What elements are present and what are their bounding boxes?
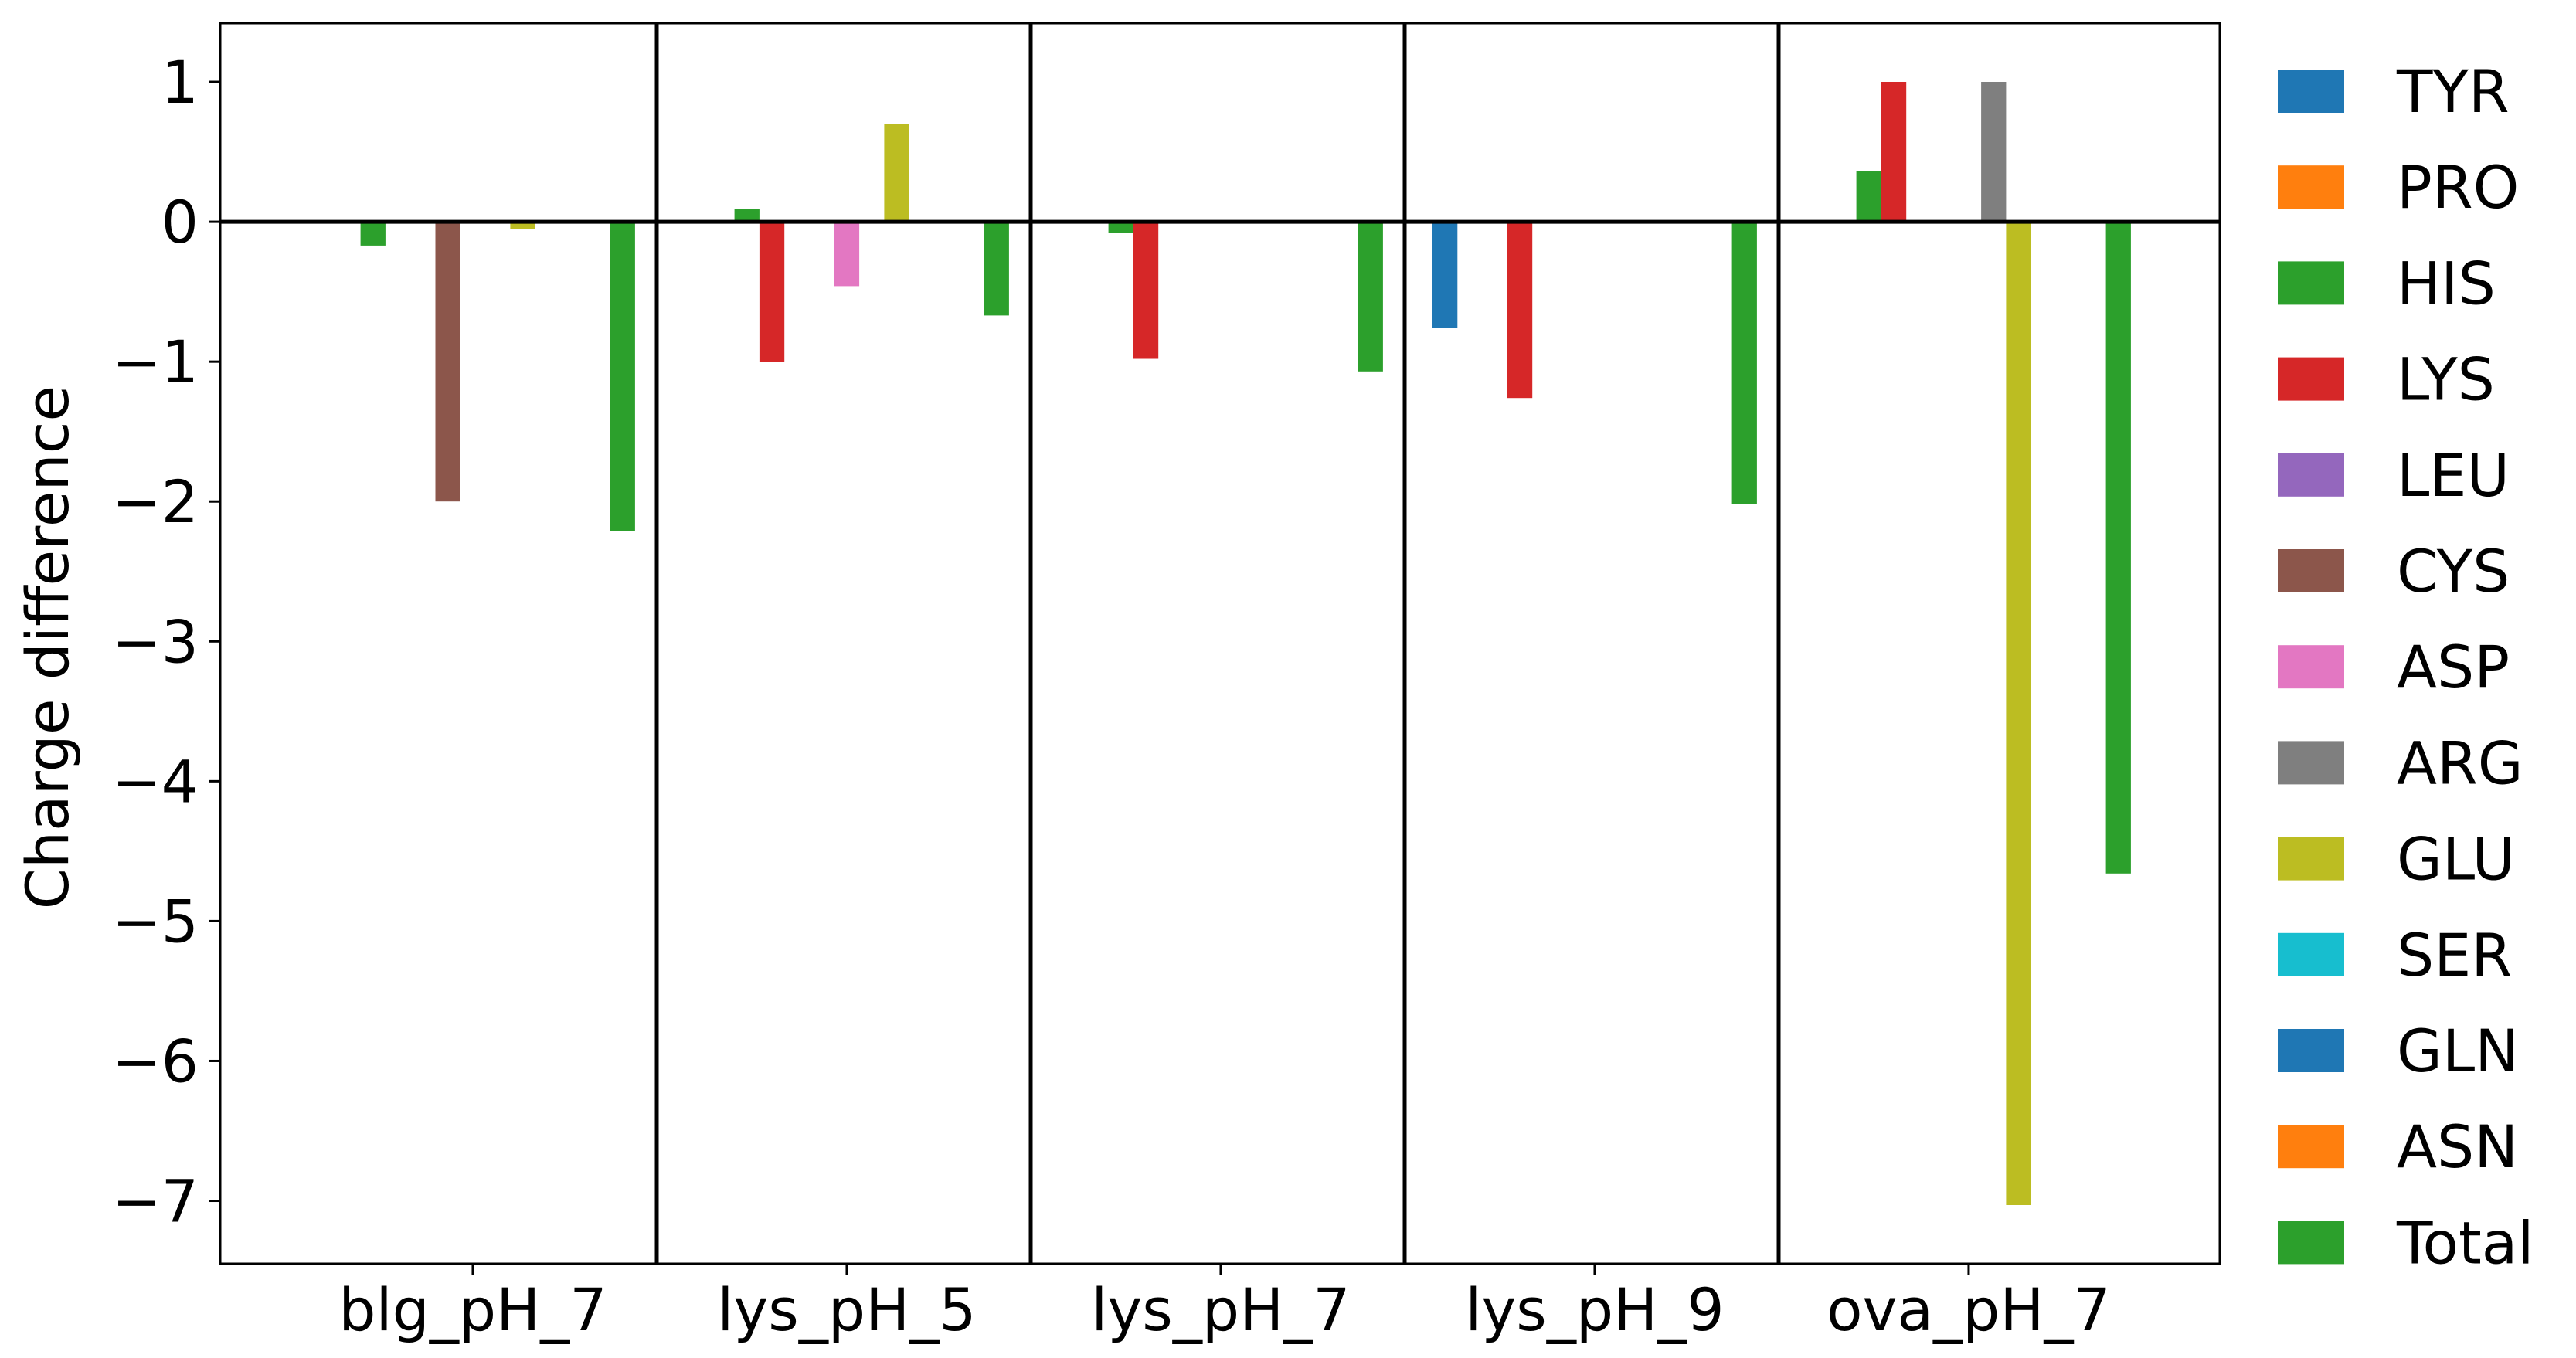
legend-label-gln: GLN bbox=[2397, 1017, 2519, 1085]
bar-glu-ova-ph-7 bbox=[2006, 222, 2031, 1206]
legend-swatch-tyr bbox=[2278, 70, 2344, 113]
bar-glu-lys-ph-5 bbox=[884, 124, 909, 222]
bar-lys-lys-ph-9 bbox=[1507, 222, 1533, 399]
y-tick-label: −5 bbox=[112, 887, 199, 956]
legend-swatch-cys bbox=[2278, 549, 2344, 592]
bar-his-lys-ph-5 bbox=[734, 209, 760, 222]
legend-label-ser: SER bbox=[2397, 921, 2512, 990]
legend-label-cys: CYS bbox=[2397, 537, 2510, 606]
y-tick-label: −2 bbox=[112, 467, 199, 536]
legend-label-his: HIS bbox=[2397, 249, 2496, 317]
legend: TYR PRO HIS LYS LEU CYS ASP ARG GLU SER GLN ASN Tota… bbox=[2278, 57, 2534, 1277]
legend-label-tyr: TYR bbox=[2396, 57, 2510, 126]
legend-swatch-asn bbox=[2278, 1125, 2344, 1169]
bar-arg-ova-ph-7 bbox=[1981, 82, 2007, 222]
legend-label-lys: LYS bbox=[2397, 345, 2495, 414]
legend-swatch-lys bbox=[2278, 357, 2344, 401]
bar-asp-lys-ph-5 bbox=[834, 222, 860, 287]
x-tick-label: lys_pH_7 bbox=[1091, 1275, 1350, 1344]
y-axis-label: Charge difference bbox=[13, 385, 82, 909]
legend-swatch-arg bbox=[2278, 741, 2344, 785]
bar-lys-lys-ph-5 bbox=[759, 222, 785, 362]
bar-his-blg-ph-7 bbox=[360, 222, 386, 246]
y-tick-label: −1 bbox=[112, 328, 199, 396]
tick-labels: 1 0 −1 −2 −3 −4 −5 −6 −7 blg_pH_7 lys_pH_5 lys_pH_7… bbox=[112, 48, 2111, 1344]
bar-his-ova-ph-7 bbox=[1856, 171, 1881, 222]
legend-label-asp: ASP bbox=[2397, 633, 2510, 701]
legend-label-asn: ASN bbox=[2397, 1112, 2518, 1181]
bar-total-blg-ph-7 bbox=[610, 222, 635, 531]
legend-swatch-pro bbox=[2278, 165, 2344, 209]
legend-label-glu: GLU bbox=[2397, 825, 2515, 894]
bar-tyr-lys-ph-9 bbox=[1432, 222, 1458, 328]
legend-label-total: Total bbox=[2396, 1208, 2534, 1277]
bar-lys-ova-ph-7 bbox=[1881, 82, 1907, 222]
x-tick-label: ova_pH_7 bbox=[1827, 1275, 2111, 1344]
legend-swatch-glu bbox=[2278, 837, 2344, 881]
bars-layer bbox=[360, 82, 2131, 1206]
x-tick-label: lys_pH_5 bbox=[717, 1275, 976, 1344]
bar-lys-lys-ph-7 bbox=[1133, 222, 1159, 359]
legend-label-leu: LEU bbox=[2397, 441, 2510, 510]
legend-swatch-total bbox=[2278, 1221, 2344, 1265]
legend-swatch-leu bbox=[2278, 453, 2344, 497]
legend-swatch-ser bbox=[2278, 932, 2344, 976]
axes bbox=[219, 22, 2221, 1265]
x-tick-label: blg_pH_7 bbox=[338, 1275, 607, 1344]
group-dividers bbox=[654, 23, 1781, 1264]
x-tick-label: lys_pH_9 bbox=[1465, 1275, 1724, 1344]
bar-total-lys-ph-7 bbox=[1358, 222, 1383, 372]
y-tick-label: −7 bbox=[112, 1167, 199, 1236]
y-tick-label: 1 bbox=[161, 48, 199, 117]
bar-his-lys-ph-7 bbox=[1108, 222, 1133, 233]
y-tick-label: −3 bbox=[112, 607, 199, 676]
bar-total-lys-ph-5 bbox=[984, 222, 1009, 316]
bar-glu-blg-ph-7 bbox=[510, 222, 535, 229]
y-tick-label: −4 bbox=[112, 747, 199, 816]
legend-swatch-asp bbox=[2278, 645, 2344, 689]
bar-total-ova-ph-7 bbox=[2105, 222, 2131, 874]
plot-frame bbox=[219, 22, 2221, 1265]
y-tick-label: 0 bbox=[161, 188, 199, 256]
legend-swatch-gln bbox=[2278, 1029, 2344, 1072]
legend-label-arg: ARG bbox=[2397, 728, 2523, 797]
legend-swatch-his bbox=[2278, 261, 2344, 305]
y-tick-label: −6 bbox=[112, 1027, 199, 1095]
legend-label-pro: PRO bbox=[2397, 153, 2519, 222]
bar-cys-blg-ph-7 bbox=[435, 222, 460, 502]
bar-total-lys-ph-9 bbox=[1731, 222, 1757, 504]
